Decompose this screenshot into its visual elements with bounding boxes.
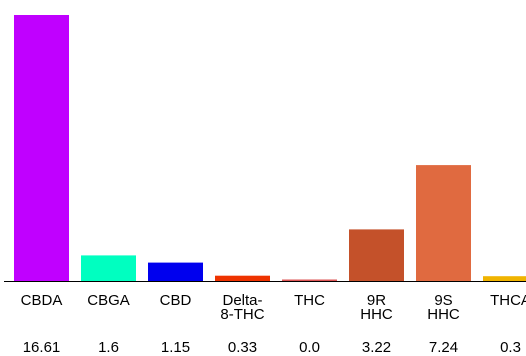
category-label-7: THCA [490, 292, 526, 309]
category-label-line: Delta- [222, 292, 262, 309]
bar-7 [483, 276, 526, 281]
category-label-3: Delta-8-THC [220, 292, 264, 323]
value-label-2: 1.15 [161, 339, 190, 356]
value-label-6: 7.24 [429, 339, 458, 356]
value-label-1: 1.6 [98, 339, 119, 356]
value-label-3: 0.33 [228, 339, 257, 356]
bar-6 [416, 165, 471, 281]
category-label-line: THCA [490, 292, 526, 309]
value-label-7: 0.3 [500, 339, 521, 356]
category-label-line: 8-THC [220, 306, 264, 323]
bar-1 [81, 255, 136, 281]
category-label-6: 9S HHC [427, 292, 460, 323]
category-label-4: THC [294, 292, 325, 309]
bars-group [14, 15, 526, 281]
category-label-5: 9R HHC [360, 292, 393, 323]
bar-3 [215, 275, 270, 281]
value-labels-group: 16.61 1.6 1.15 0.33 0.0 3.22 7.24 0.3 [23, 339, 521, 356]
category-label-line: 9S [434, 292, 452, 309]
category-label-1: CBGA [87, 292, 130, 309]
category-label-line: 9R [367, 292, 386, 309]
category-label-2: CBD [160, 292, 192, 309]
value-label-0: 16.61 [23, 339, 61, 356]
category-label-line: HHC [360, 306, 393, 323]
category-label-line: THC [294, 292, 325, 309]
bar-2 [148, 262, 203, 281]
value-label-5: 3.22 [362, 339, 391, 356]
category-label-line: CBD [160, 292, 192, 309]
bar-0 [14, 15, 69, 281]
bar-5 [349, 229, 404, 281]
category-label-line: CBGA [87, 292, 130, 309]
value-label-4: 0.0 [299, 339, 320, 356]
bar-4 [282, 279, 337, 281]
category-label-line: CBDA [21, 292, 63, 309]
category-label-line: HHC [427, 306, 460, 323]
category-label-0: CBDA [21, 292, 63, 309]
